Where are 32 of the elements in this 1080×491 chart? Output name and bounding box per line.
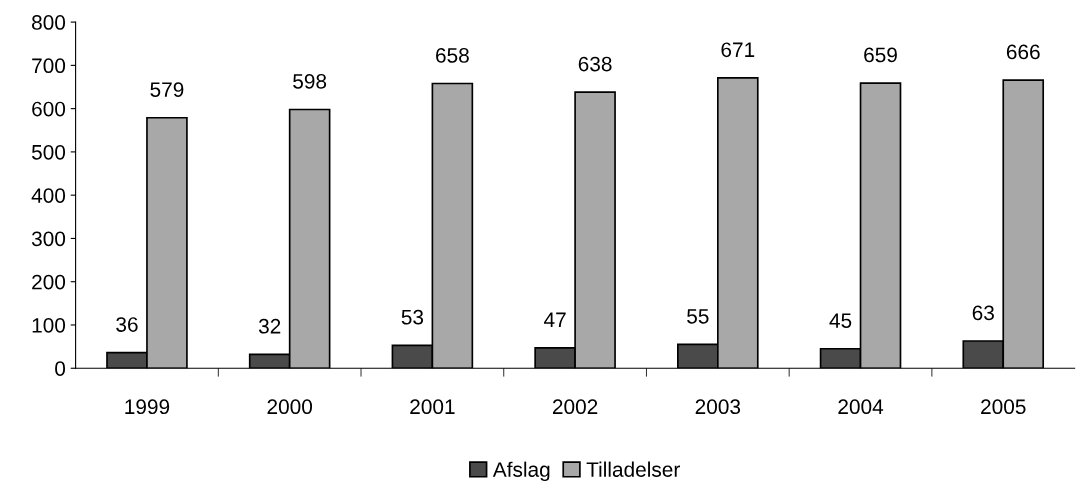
- data-label: 579: [150, 82, 184, 97]
- x-tick-label: 1999: [125, 399, 170, 415]
- data-label: 659: [864, 47, 897, 63]
- data-label: 598: [293, 73, 327, 89]
- x-tick-label: 2002: [552, 399, 598, 415]
- y-tick-label: 200: [32, 274, 66, 290]
- y-tick-label: 800: [32, 15, 66, 30]
- y-tick-label: 500: [31, 144, 66, 160]
- x-tick-label: 2001: [410, 399, 455, 415]
- y-tick-label: 0: [55, 361, 66, 376]
- data-label: 45: [829, 313, 852, 328]
- y-tick-label: 400: [31, 188, 66, 203]
- data-label: 55: [687, 309, 709, 324]
- data-label: 671: [721, 42, 755, 58]
- data-label: 32: [258, 318, 281, 334]
- x-tick-label: 2003: [695, 399, 741, 415]
- data-label: 47: [544, 312, 566, 327]
- x-tick-label: 2000: [267, 399, 313, 415]
- legend-label: Tilladelser: [586, 461, 680, 477]
- data-label: 63: [972, 305, 994, 321]
- legend-label: Afslag: [492, 461, 550, 482]
- data-label: 666: [1006, 44, 1040, 60]
- y-tick-label: 300: [31, 231, 66, 247]
- y-tick-label: 700: [32, 58, 66, 74]
- y-tick-label: 100: [32, 317, 66, 333]
- data-label: 36: [116, 317, 138, 332]
- x-tick-label: 2004: [838, 399, 884, 415]
- data-label: 638: [578, 56, 612, 72]
- data-label: 53: [401, 309, 424, 325]
- data-label: 658: [436, 48, 469, 63]
- x-tick-label: 2005: [981, 399, 1026, 415]
- y-tick-label: 600: [32, 101, 66, 117]
